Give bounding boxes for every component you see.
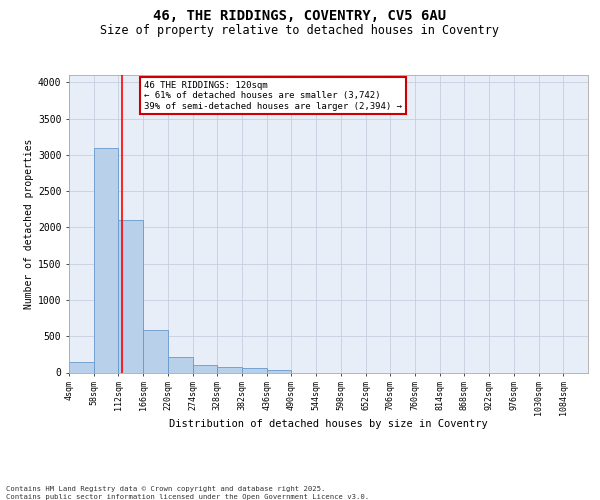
Bar xyxy=(143,330,168,372)
Text: Contains HM Land Registry data © Crown copyright and database right 2025.
Contai: Contains HM Land Registry data © Crown c… xyxy=(6,486,369,500)
Bar xyxy=(168,356,193,372)
Bar xyxy=(94,148,118,372)
Bar xyxy=(193,365,217,372)
Bar xyxy=(267,370,292,372)
Text: 46 THE RIDDINGS: 120sqm
← 61% of detached houses are smaller (3,742)
39% of semi: 46 THE RIDDINGS: 120sqm ← 61% of detache… xyxy=(144,81,402,110)
Text: 46, THE RIDDINGS, COVENTRY, CV5 6AU: 46, THE RIDDINGS, COVENTRY, CV5 6AU xyxy=(154,9,446,23)
Bar xyxy=(69,362,94,372)
X-axis label: Distribution of detached houses by size in Coventry: Distribution of detached houses by size … xyxy=(169,420,488,430)
Bar xyxy=(242,368,267,372)
Y-axis label: Number of detached properties: Number of detached properties xyxy=(23,138,34,309)
Bar xyxy=(118,220,143,372)
Bar xyxy=(217,366,242,372)
Text: Size of property relative to detached houses in Coventry: Size of property relative to detached ho… xyxy=(101,24,499,37)
